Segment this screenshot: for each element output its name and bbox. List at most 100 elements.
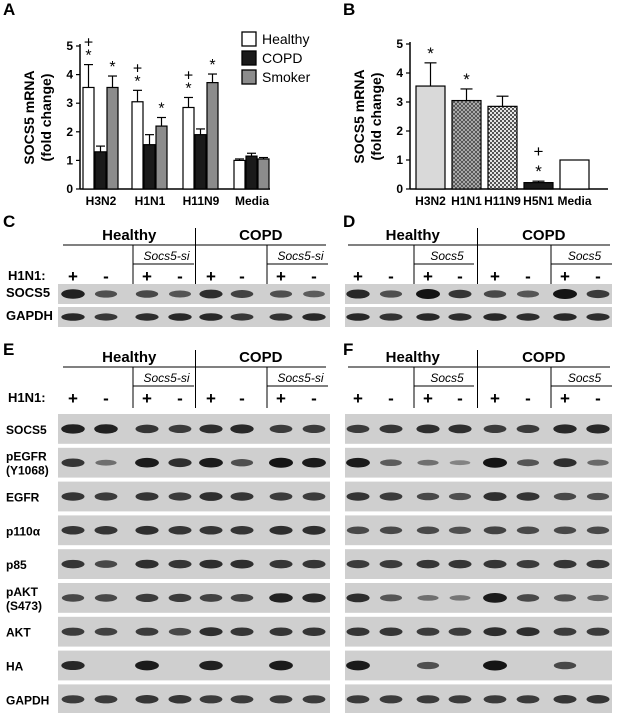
- blot-f-blot-band: [553, 526, 577, 535]
- blot-e-blot-band: [199, 559, 223, 569]
- blot-f-blot-band: [483, 660, 507, 671]
- blot-e-blot-band: [94, 424, 118, 434]
- blot-e-blot-band: [230, 492, 254, 501]
- blot-e-blot-band: [269, 424, 293, 433]
- chart-a-y-tick-label: 3: [66, 96, 73, 110]
- blot-c-blot-band: [135, 290, 159, 298]
- blot-e-blot-band: [269, 627, 293, 636]
- blot-d-blot-band: [379, 313, 403, 321]
- blot-d-treatment-sign: +: [560, 267, 570, 286]
- chart-a-significance-mark: *: [158, 101, 164, 118]
- chart-a-bar: [143, 144, 156, 190]
- panel-letter-c: C: [3, 212, 16, 231]
- blot-f-blot-band: [417, 459, 439, 466]
- blot-f-blot-band: [483, 492, 507, 501]
- blot-f-blot-band: [516, 526, 540, 535]
- blot-e-blot-band: [269, 492, 293, 501]
- blot-f-blot-band: [379, 627, 403, 636]
- blot-f-blot-band: [586, 695, 610, 704]
- blot-f-blot-band: [448, 526, 472, 534]
- chart-a-category-label: H3N2: [86, 194, 117, 208]
- chart-b-y-tick-label: 5: [396, 37, 403, 51]
- blot-e-blot-band: [94, 594, 118, 602]
- blot-c-treatment-sign: +: [142, 267, 152, 286]
- blot-c-blot-band: [94, 313, 118, 321]
- blot-f-blot-band: [553, 492, 577, 501]
- blot-e-blot-band: [230, 424, 254, 434]
- blot-d-blot-band: [483, 290, 507, 298]
- blot-f-treatment-sign: -: [388, 389, 394, 408]
- chart-a-significance-mark: + *: [84, 35, 93, 65]
- blot-f-blot-band: [448, 627, 472, 636]
- blot-e-blot-band: [94, 526, 118, 535]
- blot-e-blot-band: [302, 593, 326, 603]
- chart-a-significance-mark: + *: [184, 67, 193, 97]
- blot-c-blot-band: [61, 289, 85, 299]
- blot-e-blot-band: [168, 593, 192, 602]
- blot-e-blot-band: [230, 559, 254, 569]
- chart-a-legend-swatch: [241, 50, 257, 66]
- blot-d-blot-band: [553, 313, 577, 321]
- blot-e-blot-band: [168, 695, 192, 704]
- blot-d-blot-strip: [345, 284, 612, 304]
- blot-e-group-label: COPD: [239, 349, 283, 366]
- blot-e-blot-band: [269, 525, 293, 535]
- blot-e-blot-band: [61, 627, 85, 636]
- blot-e-blot-band: [199, 424, 223, 434]
- blot-e-row-label: SOCS5: [6, 423, 47, 437]
- blot-f-blot-band: [346, 695, 370, 704]
- blot-d-blot-band: [346, 313, 370, 321]
- blot-e-blot-band: [230, 627, 254, 636]
- blot-f-blot-band: [516, 424, 540, 433]
- blot-e-blot-band: [230, 459, 254, 467]
- chart-a-legend-swatch: [241, 31, 257, 47]
- blot-d-blot-band: [416, 289, 440, 299]
- blot-f-blot-band: [483, 424, 507, 433]
- blot-e-blot-band: [168, 424, 192, 433]
- blot-f-treatment-sign: -: [525, 389, 531, 408]
- chart-a-bar: [94, 151, 107, 190]
- blot-c-blot-band: [61, 313, 85, 321]
- blot-e-treatment-sign: -: [239, 389, 245, 408]
- chart-b-category-label: H5N1: [523, 194, 554, 208]
- blot-d-treatment-sign: -: [595, 267, 601, 286]
- blot-f-blot-band: [416, 559, 440, 569]
- blot-d-treatment-sign: +: [353, 267, 363, 286]
- chart-a-significance-mark: *: [209, 57, 215, 74]
- blot-e-blot-band: [269, 457, 293, 468]
- blot-f-blot-band: [379, 526, 403, 535]
- blot-e-blot-band: [94, 627, 118, 636]
- blot-e-blot-band: [168, 458, 192, 468]
- blot-c-group-label: Healthy: [102, 227, 157, 244]
- blot-c-blot-band: [269, 290, 293, 298]
- blot-f-blot-band: [448, 559, 472, 569]
- blot-f-treatment-sign: +: [423, 389, 433, 408]
- blot-e-row-label: GAPDH: [6, 693, 49, 707]
- chart-a-category-label: H1N1: [135, 194, 166, 208]
- blot-f-subgroup-label: Socs5: [568, 371, 602, 385]
- blot-e-treatment-sign: -: [311, 389, 317, 408]
- blot-f-group-label: COPD: [522, 349, 566, 366]
- blot-d-blot-band: [586, 289, 610, 299]
- blot-f-blot-band: [553, 661, 577, 670]
- blot-f-blot-band: [346, 424, 370, 433]
- blot-f-blot-band: [586, 627, 610, 636]
- blot-f-blot-band: [346, 560, 370, 569]
- blot-e-subgroup-label: Socs5-si: [143, 371, 189, 385]
- blot-d-blot-band: [586, 313, 610, 321]
- panel-letter-b: B: [343, 0, 356, 19]
- blot-f-blot-band: [516, 492, 540, 501]
- blot-e-blot-band: [199, 457, 223, 468]
- blot-f-blot-band: [379, 560, 403, 569]
- blot-c-subgroup-label: Socs5-si: [143, 249, 189, 263]
- blot-c-blot-band: [199, 313, 223, 321]
- chart-b-significance-mark: *: [463, 70, 470, 89]
- blot-c-blot-band: [230, 290, 254, 298]
- blot-e-blot-band: [302, 457, 326, 468]
- blot-f-blot-band: [587, 594, 609, 602]
- blot-f-treatment-sign: +: [353, 389, 363, 408]
- blot-e-blot-band: [269, 695, 293, 704]
- blot-e-blot-band: [302, 492, 326, 501]
